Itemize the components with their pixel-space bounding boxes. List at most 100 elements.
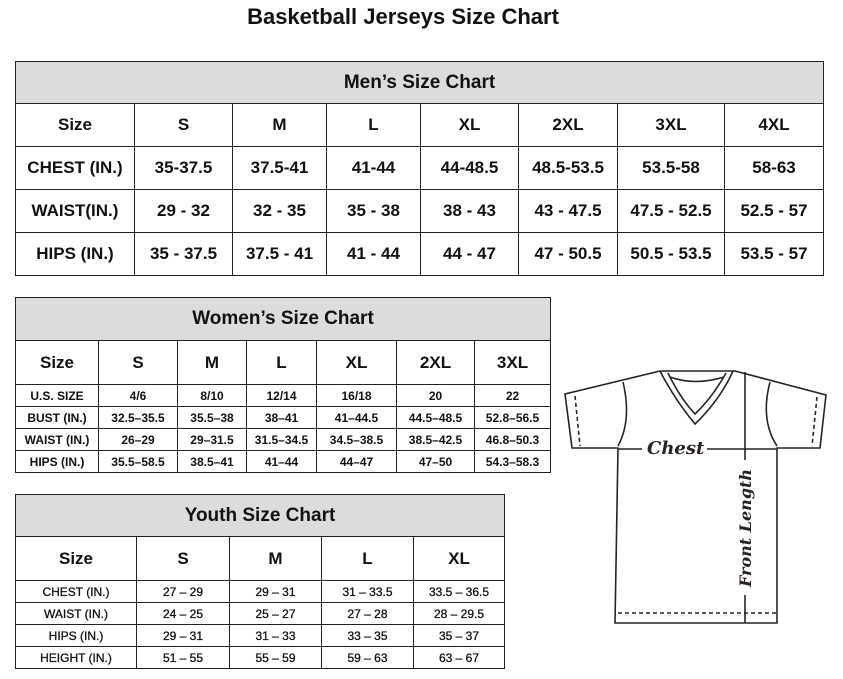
table-cell: 38.5–41 bbox=[177, 450, 247, 473]
row-label: HIPS (IN.) bbox=[15, 624, 137, 647]
row-label: WAIST (IN.) bbox=[15, 428, 99, 451]
table-cell: 46.8–50.3 bbox=[474, 428, 551, 451]
table-cell: 41–44.5 bbox=[316, 406, 397, 429]
size-label: Size bbox=[15, 536, 137, 581]
table-cell: 37.5-41 bbox=[232, 146, 327, 190]
table-cell: 38 - 43 bbox=[420, 189, 519, 233]
table-cell: 48.5-53.5 bbox=[518, 146, 618, 190]
table-cell: 35 – 37 bbox=[413, 624, 505, 647]
size-header-row: Size S M L XL 2XL 3XL bbox=[15, 340, 551, 385]
row-label: HIPS (IN.) bbox=[15, 232, 135, 276]
table-row: WAIST(IN.) 29 - 32 32 - 35 35 - 38 38 - 43 43… bbox=[15, 189, 824, 233]
table-cell: 28 – 29.5 bbox=[413, 602, 505, 625]
table-cell: 47.5 - 52.5 bbox=[617, 189, 725, 233]
size-column-header: L bbox=[246, 340, 317, 385]
table-cell: 38.5–42.5 bbox=[396, 428, 475, 451]
table-cell: 32.5–35.5 bbox=[98, 406, 178, 429]
table-cell: 52.5 - 57 bbox=[724, 189, 824, 233]
mens-size-table: Men’s Size Chart Size S M L XL 2XL 3XL 4XL CHEST… bbox=[15, 61, 824, 276]
size-column-header: L bbox=[326, 103, 421, 147]
jersey-outline bbox=[564, 370, 827, 624]
size-column-header: 2XL bbox=[396, 340, 475, 385]
row-label: HIPS (IN.) bbox=[15, 450, 99, 473]
row-label: CHEST (IN.) bbox=[15, 146, 135, 190]
youth-table-title: Youth Size Chart bbox=[15, 494, 505, 537]
table-cell: 32 - 35 bbox=[232, 189, 327, 233]
collar bbox=[659, 370, 734, 426]
size-column-header: XL bbox=[316, 340, 397, 385]
youth-size-table: Youth Size Chart Size S M L XL CHEST (IN.) 27 … bbox=[15, 494, 505, 669]
table-cell: 27 – 29 bbox=[136, 580, 230, 603]
size-column-header: 4XL bbox=[724, 103, 824, 147]
table-cell: 33 – 35 bbox=[321, 624, 414, 647]
table-cell: 53.5-58 bbox=[617, 146, 725, 190]
table-cell: 8/10 bbox=[177, 384, 247, 407]
table-cell: 20 bbox=[396, 384, 475, 407]
table-cell: 54.3–58.3 bbox=[474, 450, 551, 473]
table-cell: 38–41 bbox=[246, 406, 317, 429]
size-column-header: 3XL bbox=[474, 340, 551, 385]
table-cell: 24 – 25 bbox=[136, 602, 230, 625]
table-row: HEIGHT (IN.) 51 – 55 55 – 59 59 – 63 63 – 67 bbox=[15, 646, 505, 669]
table-row: BUST (IN.) 32.5–35.5 35.5–38 38–41 41–44.5 44… bbox=[15, 406, 551, 429]
table-cell: 35.5–38 bbox=[177, 406, 247, 429]
table-cell: 25 – 27 bbox=[229, 602, 322, 625]
table-cell: 29 – 31 bbox=[229, 580, 322, 603]
table-cell: 59 – 63 bbox=[321, 646, 414, 669]
row-label: HEIGHT (IN.) bbox=[15, 646, 137, 669]
table-cell: 41 - 44 bbox=[326, 232, 421, 276]
womens-size-table: Women’s Size Chart Size S M L XL 2XL 3XL U.S. S… bbox=[15, 297, 551, 473]
table-cell: 52.8–56.5 bbox=[474, 406, 551, 429]
table-row: U.S. SIZE 4/6 8/10 12/14 16/18 20 22 bbox=[15, 384, 551, 407]
table-cell: 29 - 32 bbox=[134, 189, 233, 233]
size-column-header: XL bbox=[413, 536, 505, 581]
page-title: Basketball Jerseys Size Chart bbox=[247, 4, 559, 29]
table-row: HIPS (IN.) 35.5–58.5 38.5–41 41–44 44–47 47–5… bbox=[15, 450, 551, 473]
jersey-diagram: Chest Front Length bbox=[564, 370, 827, 624]
table-cell: 29–31.5 bbox=[177, 428, 247, 451]
row-label: U.S. SIZE bbox=[15, 384, 99, 407]
table-cell: 55 – 59 bbox=[229, 646, 322, 669]
table-row: HIPS (IN.) 29 – 31 31 – 33 33 – 35 35 – 37 bbox=[15, 624, 505, 647]
table-cell: 47 - 50.5 bbox=[518, 232, 618, 276]
table-row: WAIST (IN.) 26–29 29–31.5 31.5–34.5 34.5–38.… bbox=[15, 428, 551, 451]
table-cell: 50.5 - 53.5 bbox=[617, 232, 725, 276]
size-column-header: XL bbox=[420, 103, 519, 147]
table-cell: 58-63 bbox=[724, 146, 824, 190]
table-cell: 35 - 37.5 bbox=[134, 232, 233, 276]
table-row: CHEST (IN.) 27 – 29 29 – 31 31 – 33.5 33.5 –… bbox=[15, 580, 505, 603]
table-cell: 44–47 bbox=[316, 450, 397, 473]
table-cell: 35.5–58.5 bbox=[98, 450, 178, 473]
size-label: Size bbox=[15, 103, 135, 147]
table-cell: 31 – 33 bbox=[229, 624, 322, 647]
table-cell: 33.5 – 36.5 bbox=[413, 580, 505, 603]
mens-table-title: Men’s Size Chart bbox=[15, 61, 824, 104]
row-label: CHEST (IN.) bbox=[15, 580, 137, 603]
table-cell: 47–50 bbox=[396, 450, 475, 473]
table-cell: 34.5–38.5 bbox=[316, 428, 397, 451]
size-column-header: S bbox=[98, 340, 178, 385]
row-label: BUST (IN.) bbox=[15, 406, 99, 429]
table-cell: 27 – 28 bbox=[321, 602, 414, 625]
table-cell: 31.5–34.5 bbox=[246, 428, 317, 451]
table-cell: 31 – 33.5 bbox=[321, 580, 414, 603]
table-cell: 29 – 31 bbox=[136, 624, 230, 647]
size-column-header: 2XL bbox=[518, 103, 618, 147]
chest-label: Chest bbox=[647, 438, 705, 459]
table-cell: 35 - 38 bbox=[326, 189, 421, 233]
table-row: WAIST (IN.) 24 – 25 25 – 27 27 – 28 28 – 29.… bbox=[15, 602, 505, 625]
table-cell: 44.5–48.5 bbox=[396, 406, 475, 429]
size-column-header: M bbox=[229, 536, 322, 581]
table-cell: 51 – 55 bbox=[136, 646, 230, 669]
table-cell: 12/14 bbox=[246, 384, 317, 407]
table-cell: 16/18 bbox=[316, 384, 397, 407]
size-column-header: L bbox=[321, 536, 414, 581]
size-column-header: 3XL bbox=[617, 103, 725, 147]
womens-table-title: Women’s Size Chart bbox=[15, 297, 551, 341]
table-row: CHEST (IN.) 35-37.5 37.5-41 41-44 44-48.5 48.… bbox=[15, 146, 824, 190]
table-cell: 22 bbox=[474, 384, 551, 407]
table-cell: 44 - 47 bbox=[420, 232, 519, 276]
table-cell: 41–44 bbox=[246, 450, 317, 473]
table-cell: 44-48.5 bbox=[420, 146, 519, 190]
table-row: HIPS (IN.) 35 - 37.5 37.5 - 41 41 - 44 44 - … bbox=[15, 232, 824, 276]
